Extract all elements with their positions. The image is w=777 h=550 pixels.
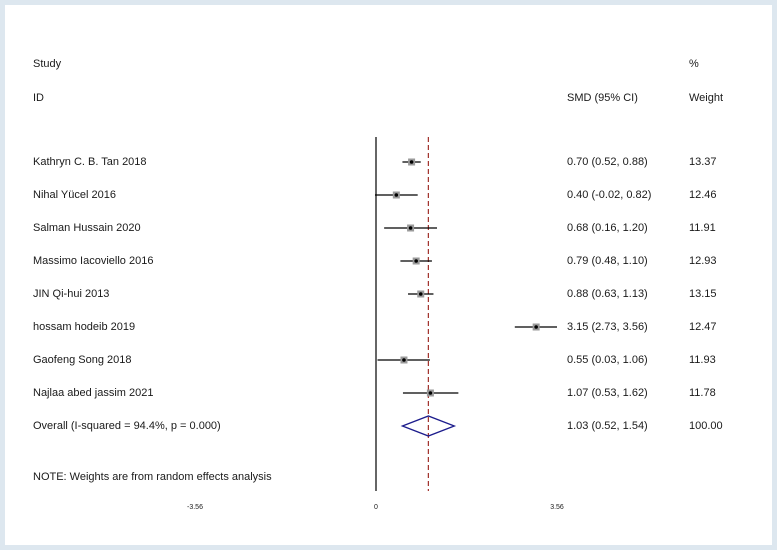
study-weight-value: 12.46 (689, 189, 717, 201)
study-name: Massimo Iacoviello 2016 (33, 255, 154, 267)
overall-label: Overall (I-squared = 94.4%, p = 0.000) (33, 420, 221, 432)
study-ci-value: 1.07 (0.53, 1.62) (567, 387, 648, 399)
study-ci-value: 0.70 (0.52, 0.88) (567, 156, 648, 168)
plot-panel: Study ID SMD (95% CI) % Weight Kathryn C… (5, 5, 772, 545)
study-point-estimate (428, 391, 433, 395)
study-point-estimate (534, 325, 538, 329)
study-point-estimate (402, 358, 406, 362)
study-weight-value: 12.47 (689, 321, 717, 333)
study-name: Kathryn C. B. Tan 2018 (33, 156, 147, 168)
study-point-estimate (409, 160, 414, 164)
study-ci-value: 0.40 (-0.02, 0.82) (567, 189, 652, 201)
study-ci-value: 0.88 (0.63, 1.13) (567, 288, 648, 300)
study-weight-value: 13.37 (689, 156, 717, 168)
study-name: JIN Qi-hui 2013 (33, 288, 110, 300)
overall-weight-value: 100.00 (689, 420, 723, 432)
percent-column-header: % (689, 58, 699, 70)
study-point-estimate (408, 226, 413, 230)
study-ci-value: 0.68 (0.16, 1.20) (567, 222, 648, 234)
forest-plot (374, 137, 557, 491)
overall-ci-value: 1.03 (0.52, 1.54) (567, 420, 648, 432)
study-name: hossam hodeib 2019 (33, 321, 136, 333)
study-ci-value: 0.79 (0.48, 1.10) (567, 255, 648, 267)
weights-note: NOTE: Weights are from random effects an… (33, 471, 272, 483)
study-weight-value: 11.93 (689, 354, 716, 366)
study-point-estimate (418, 292, 423, 296)
overall-diamond (400, 415, 457, 437)
study-ci-value: 0.55 (0.03, 1.06) (567, 354, 648, 366)
study-point-estimate (414, 259, 418, 263)
study-column-header: Study (33, 58, 62, 70)
study-name: Gaofeng Song 2018 (33, 354, 132, 366)
x-tick-label: 0 (374, 504, 378, 511)
study-weight-value: 11.91 (689, 222, 716, 234)
study-point-estimate (394, 193, 399, 197)
study-name: Salman Hussain 2020 (33, 222, 141, 234)
x-tick-label: -3.56 (187, 504, 203, 511)
study-weight-value: 11.78 (689, 387, 716, 399)
study-weight-value: 13.15 (689, 288, 717, 300)
weight-column-header: Weight (689, 92, 724, 104)
effect-column-header: SMD (95% CI) (567, 92, 638, 104)
x-tick-label: 3.56 (550, 504, 564, 511)
study-name: Najlaa abed jassim 2021 (33, 387, 154, 399)
study-ci-value: 3.15 (2.73, 3.56) (567, 321, 648, 333)
id-column-header: ID (33, 92, 44, 104)
study-name: Nihal Yücel 2016 (33, 189, 116, 201)
study-weight-value: 12.93 (689, 255, 717, 267)
